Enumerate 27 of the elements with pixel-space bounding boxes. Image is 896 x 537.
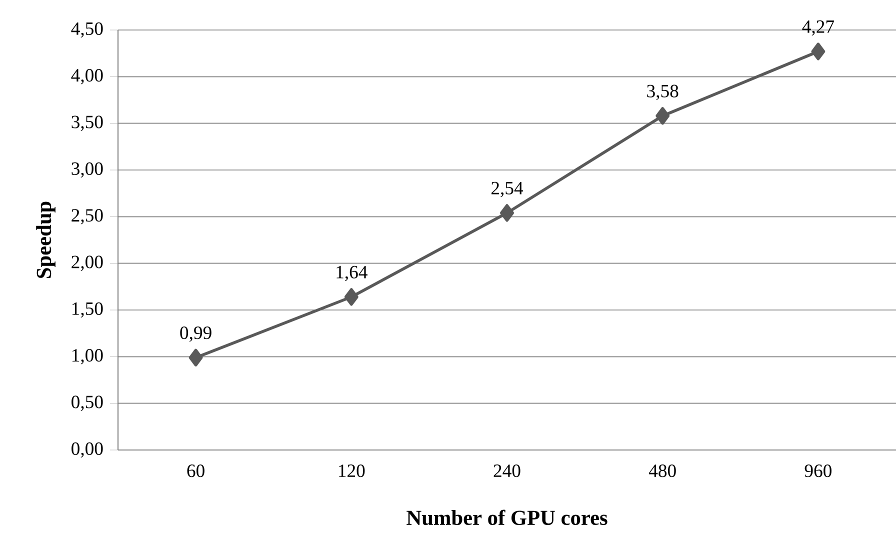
x-tick-label: 60: [187, 464, 204, 478]
y-tick-label: 0,00: [72, 442, 103, 458]
x-tick-label: 240: [494, 464, 520, 478]
y-tick-label: 4,00: [71, 69, 103, 84]
y-tick-label: 3,50: [72, 116, 103, 131]
y-tick-label: 2,50: [72, 209, 103, 224]
y-tick-label: 1,00: [72, 349, 103, 364]
point: [656, 107, 670, 125]
y-tick-label: 2,00: [72, 256, 103, 271]
point: [344, 288, 358, 306]
point: [188, 348, 203, 366]
y-tick-label: 0,50: [72, 396, 103, 411]
x-tick-label: 120: [339, 464, 365, 478]
point: [500, 204, 514, 222]
data-label: 4,27: [802, 20, 834, 36]
data-label: 3,58: [647, 84, 678, 100]
x-tick-label: 960: [804, 464, 832, 478]
data-label: 2,54: [491, 182, 524, 198]
y-tick-label: 1,50: [72, 302, 103, 318]
data-label: 0,99: [180, 326, 212, 342]
x-tick-label: 480: [648, 464, 676, 478]
point: [811, 42, 826, 60]
data-label: 1,64: [336, 266, 368, 282]
y-axis-title: Speedup: [36, 202, 56, 278]
y-tick-label: 4,50: [71, 22, 103, 38]
y-tick-label: 3,00: [72, 162, 103, 178]
x-axis-title: Number of GPU cores: [406, 510, 608, 526]
